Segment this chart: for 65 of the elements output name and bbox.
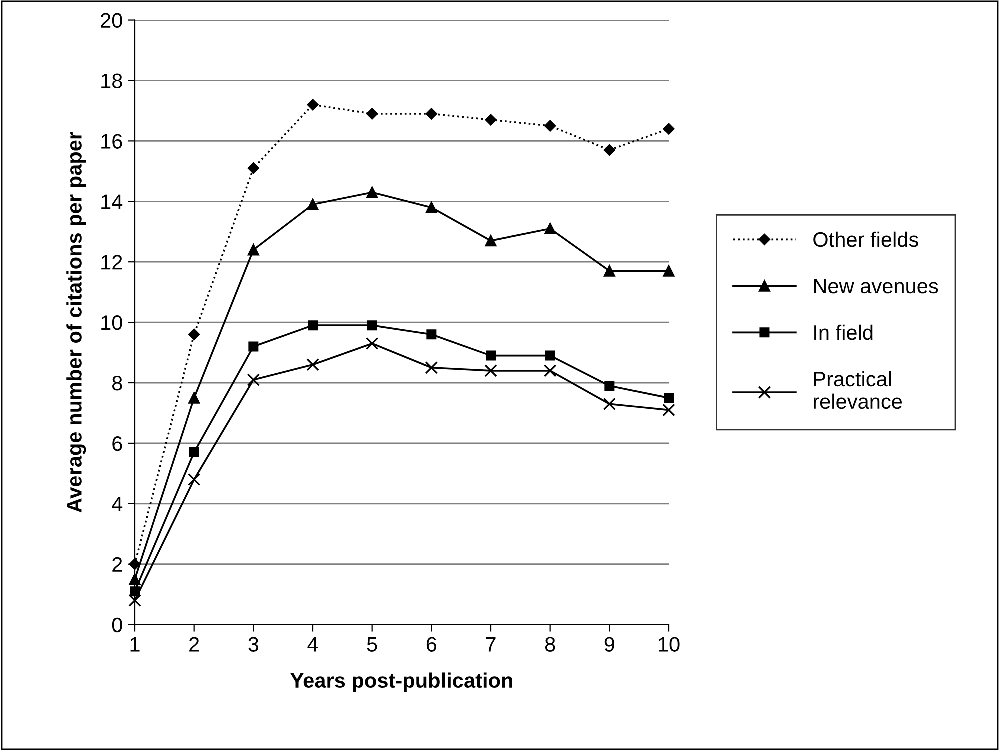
- point: [426, 108, 438, 120]
- point: [544, 364, 557, 378]
- point: [604, 381, 615, 392]
- point: [664, 393, 674, 404]
- point: [307, 99, 319, 111]
- point: [604, 144, 616, 156]
- legend-label: In field: [814, 324, 873, 340]
- point: [485, 114, 497, 126]
- legend-label: Other fields: [814, 232, 918, 248]
- point: [366, 186, 378, 198]
- point: [486, 350, 496, 361]
- y-tick-label: 16: [102, 134, 122, 149]
- x-tick-label: 7: [486, 637, 496, 652]
- point: [485, 235, 497, 247]
- point: [307, 198, 319, 210]
- x-tick-label: 5: [367, 637, 378, 652]
- point: [366, 108, 378, 120]
- y-tick-label: 14: [102, 194, 123, 210]
- point: [248, 162, 260, 174]
- x-tick-label: 9: [604, 637, 614, 652]
- point: [248, 244, 260, 256]
- x-tick-label: 8: [545, 637, 556, 652]
- x-tick-label: 4: [308, 637, 318, 652]
- y-tick-label: 10: [102, 316, 122, 330]
- point: [663, 265, 675, 277]
- point: [603, 398, 616, 411]
- y-tick-label: 20: [101, 13, 122, 28]
- point: [662, 404, 676, 417]
- y-tick-label: 4: [112, 497, 123, 512]
- point: [247, 374, 260, 386]
- point: [128, 594, 142, 608]
- y-tick-label: 8: [112, 376, 122, 391]
- x-tick-label: 6: [426, 637, 437, 652]
- point: [306, 358, 320, 372]
- point: [367, 320, 378, 331]
- y-tick-label: 18: [102, 74, 122, 88]
- x-tick-label: 1: [130, 637, 140, 652]
- point: [188, 473, 201, 486]
- x-tick-label: 3: [248, 637, 259, 652]
- point: [604, 265, 616, 277]
- point: [426, 330, 437, 340]
- point: [189, 448, 200, 458]
- point: [484, 364, 498, 378]
- x-tick-label: 10: [659, 637, 680, 652]
- y-tick-label: 6: [112, 436, 122, 452]
- point: [248, 342, 259, 352]
- point: [366, 337, 379, 350]
- point: [544, 120, 556, 132]
- point: [188, 392, 200, 404]
- point: [425, 362, 438, 374]
- point: [545, 350, 556, 361]
- y-axis-title: Average number of citations per paper: [66, 132, 86, 513]
- point: [188, 328, 200, 340]
- point: [544, 223, 556, 235]
- x-axis-title: Years post-publication: [290, 672, 512, 692]
- point: [426, 202, 438, 214]
- y-tick-label: 2: [112, 557, 122, 572]
- point: [308, 320, 318, 331]
- y-tick-label: 0: [112, 618, 122, 633]
- legend-label: Practical relevance: [814, 371, 902, 410]
- legend-label: New avenues: [814, 279, 938, 294]
- x-tick-label: 2: [190, 637, 200, 652]
- y-tick-label: 12: [102, 255, 122, 270]
- point: [663, 123, 675, 135]
- point: [129, 558, 141, 570]
